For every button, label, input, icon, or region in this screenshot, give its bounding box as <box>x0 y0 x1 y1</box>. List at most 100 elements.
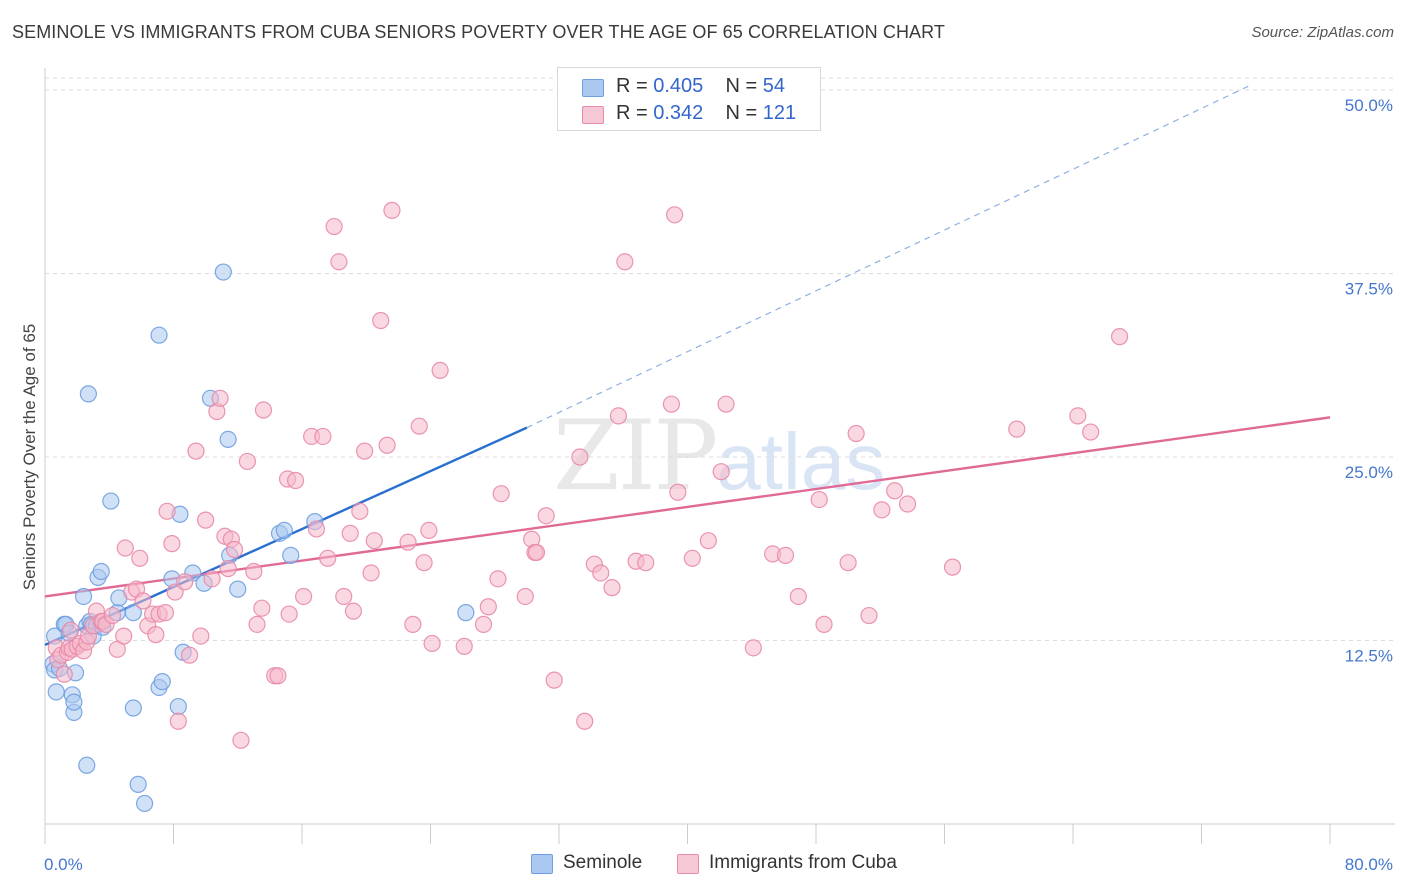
seminole-point <box>214 263 232 281</box>
gridlines <box>45 77 1395 642</box>
cuba-point <box>699 532 717 550</box>
cuba-point <box>383 201 401 219</box>
cuba-point <box>603 579 621 597</box>
cuba-point <box>860 606 878 625</box>
cuba-point <box>1082 423 1100 441</box>
cuba-point <box>211 389 229 407</box>
x-tick-label-min: 0.0% <box>44 855 83 874</box>
cuba-point <box>156 604 175 622</box>
seminole-point <box>219 430 237 448</box>
y-tick-label: 12.5% <box>1345 647 1393 666</box>
cuba-point <box>744 639 762 657</box>
cuba-point <box>873 501 891 519</box>
cuba-point <box>351 502 369 520</box>
cuba-point <box>717 395 735 413</box>
cuba-point <box>712 463 730 481</box>
cuba-point <box>943 558 962 576</box>
cuba-point <box>335 587 353 606</box>
x-tick-label-max: 80.0% <box>1345 855 1393 874</box>
cuba-point <box>344 602 362 620</box>
cuba-point <box>666 206 684 224</box>
tick-labels: 12.5% 25.0% 37.5% 50.0% 0.0% 80.0% <box>44 96 1393 874</box>
axes <box>44 68 1395 844</box>
seminole-point <box>457 604 475 622</box>
seminole-point <box>229 580 247 598</box>
cuba-point <box>455 637 473 655</box>
cuba-point <box>372 311 390 330</box>
cuba-point <box>103 606 122 625</box>
seminole-point <box>102 492 120 510</box>
cuba-point <box>307 520 326 538</box>
cuba-point <box>314 427 332 446</box>
cuba-point <box>319 549 337 567</box>
seminole-point <box>124 604 142 622</box>
seminole-point <box>150 326 168 344</box>
cuba-point <box>238 452 256 471</box>
cuba-point <box>571 448 589 466</box>
cuba-point <box>404 615 422 633</box>
seminole-point <box>65 693 83 711</box>
cuba-point <box>286 471 305 490</box>
seminole-point <box>92 562 110 581</box>
seminole-point <box>78 756 96 774</box>
cuba-point <box>356 442 374 460</box>
cuba-point <box>131 549 149 567</box>
cuba-point <box>253 599 271 617</box>
cuba-point <box>232 731 250 749</box>
cuba-point <box>254 401 273 419</box>
seminole-point <box>47 683 65 701</box>
cuba-point <box>669 483 687 501</box>
cuba-point <box>516 587 534 606</box>
cuba-point <box>537 507 555 525</box>
cuba-point <box>280 605 298 623</box>
cuba-point <box>886 482 904 500</box>
cuba-point <box>576 712 594 730</box>
cuba-point <box>341 524 359 542</box>
seminole-point <box>79 385 97 403</box>
cuba-point <box>115 627 133 645</box>
legend-swatch-cuba <box>582 106 604 124</box>
y-axis-label: Seniors Poverty Over the Age of 65 <box>20 323 39 591</box>
cuba-point <box>592 564 610 582</box>
cuba-point <box>134 592 152 610</box>
cuba-point <box>192 627 210 645</box>
data-points <box>44 201 1129 813</box>
y-tick-label: 25.0% <box>1345 463 1393 482</box>
cuba-point <box>1069 407 1087 425</box>
seminole-trend-extension <box>526 85 1250 429</box>
cuba-point <box>609 407 628 425</box>
seminole-point <box>74 587 93 606</box>
y-tick-label: 50.0% <box>1345 96 1393 115</box>
cuba-point <box>180 646 199 664</box>
cuba-point <box>325 217 343 236</box>
seminole-point <box>153 673 171 691</box>
cuba-point <box>62 621 80 639</box>
bottom-swatch-cuba <box>677 854 699 874</box>
bottom-label-cuba: Immigrants from Cuba <box>709 852 897 873</box>
cuba-point <box>187 442 205 460</box>
cuba-point <box>1008 420 1026 438</box>
cuba-point <box>176 573 194 591</box>
cuba-point <box>269 667 287 685</box>
seminole-point <box>282 546 300 564</box>
seminole-point <box>169 697 187 716</box>
cuba-point <box>898 495 917 513</box>
cuba-point <box>248 615 266 633</box>
cuba-point <box>810 490 828 509</box>
cuba-point <box>637 554 655 572</box>
cuba-point <box>545 671 563 689</box>
cuba-point <box>147 626 165 644</box>
cuba-point <box>776 546 795 564</box>
correlation-legend: R = 0.405 N = 54 R = 0.342 N = 121 <box>557 67 821 131</box>
legend-swatch-seminole <box>582 79 604 97</box>
cuba-point <box>489 570 507 588</box>
cuba-point <box>362 564 380 582</box>
seminole-point <box>135 794 154 813</box>
chart-title: SEMINOLE VS IMMIGRANTS FROM CUBA SENIORS… <box>12 22 946 42</box>
cuba-point <box>839 554 857 572</box>
cuba-point <box>479 598 497 616</box>
cuba-point <box>203 570 221 588</box>
cuba-point <box>616 253 634 271</box>
cuba-point <box>474 615 493 633</box>
cuba-point <box>492 485 510 503</box>
